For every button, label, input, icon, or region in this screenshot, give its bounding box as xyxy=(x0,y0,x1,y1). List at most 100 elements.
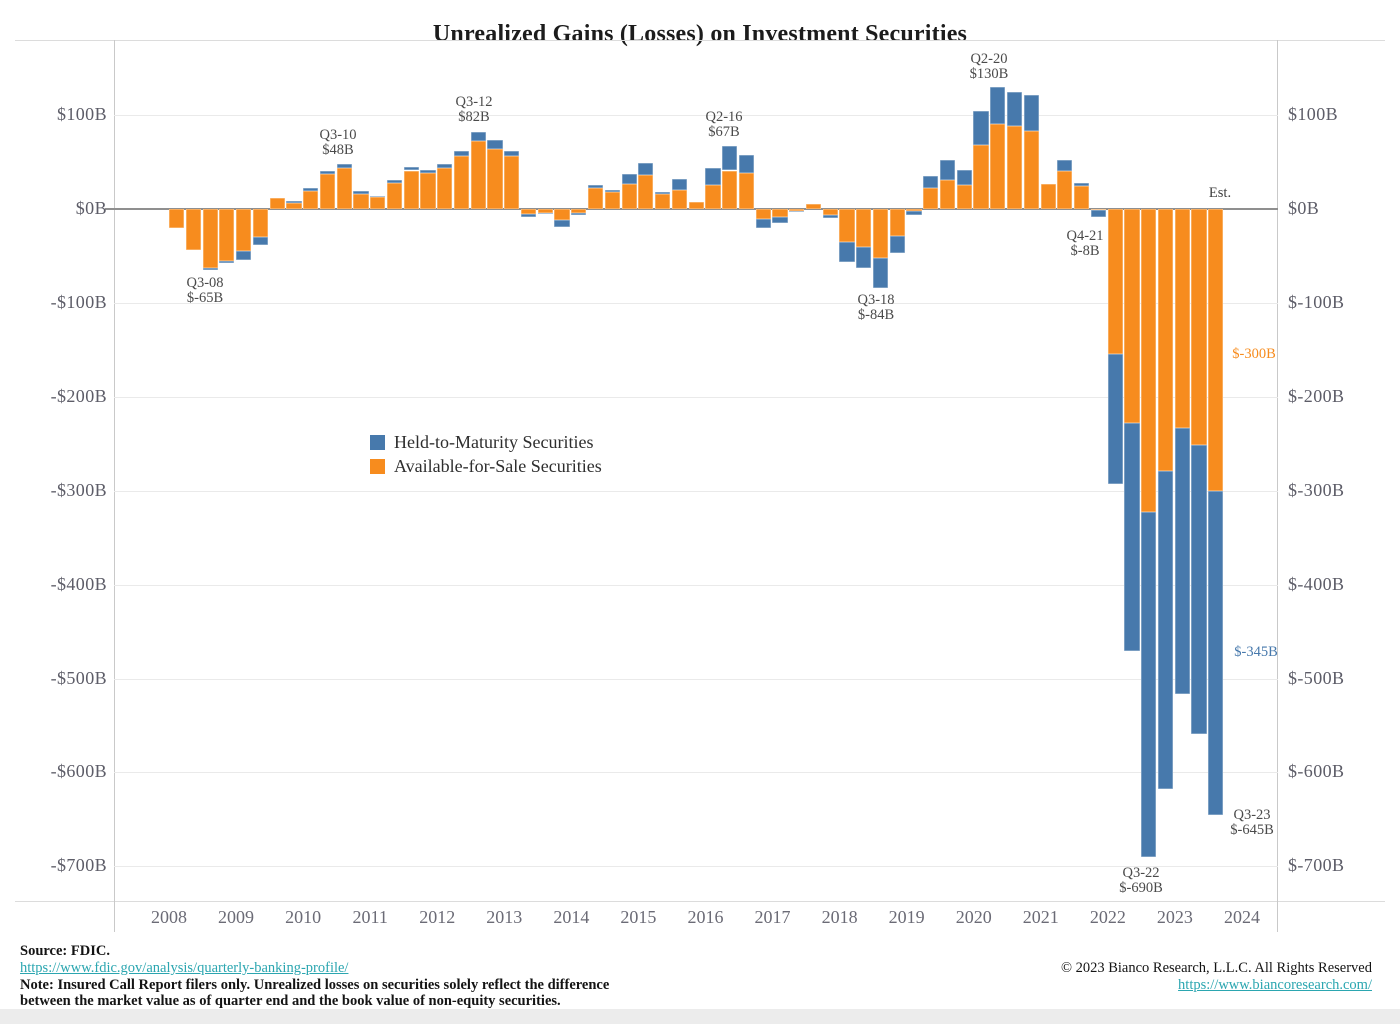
htm-bar-segment xyxy=(453,150,470,157)
x-axis-year-label: 2019 xyxy=(888,907,925,927)
afs-color-swatch-icon xyxy=(370,458,385,474)
x-axis-year-label: 2016 xyxy=(687,907,724,927)
htm-bar-segment xyxy=(437,163,453,168)
afs-bar-segment xyxy=(1040,183,1056,209)
afs-bar-segment xyxy=(520,209,537,214)
htm-bar-segment xyxy=(939,160,956,180)
y-axis-label-right: $-600B xyxy=(1288,761,1345,782)
afs-bar-segment xyxy=(772,209,788,217)
afs-bar-segment xyxy=(671,190,687,209)
htm-bar-segment xyxy=(789,210,805,212)
htm-bar-segment xyxy=(1157,470,1174,790)
chart-annotation: $-300B xyxy=(1232,346,1276,362)
zero-line xyxy=(105,208,1278,210)
htm-bar-segment xyxy=(956,169,972,185)
htm-bar-segment xyxy=(336,163,352,168)
y-axis-label-left: $0B xyxy=(75,198,107,218)
y-axis-label-right: $100B xyxy=(1288,104,1339,125)
htm-bar-segment xyxy=(839,241,855,262)
htm-bar-segment xyxy=(286,201,302,204)
htm-bar-segment xyxy=(604,190,620,193)
x-axis-year-label: 2024 xyxy=(1223,907,1260,927)
htm-bar-segment xyxy=(738,154,755,174)
x-axis-year-label: 2014 xyxy=(553,907,590,927)
htm-bar-segment xyxy=(1174,427,1190,695)
afs-bar-segment xyxy=(604,192,620,209)
afs-bar-segment xyxy=(990,123,1006,209)
htm-bar-segment xyxy=(772,216,788,224)
afs-bar-segment xyxy=(722,170,738,209)
htm-bar-segment xyxy=(705,167,721,185)
x-axis-year-label: 2015 xyxy=(620,907,657,927)
htm-bar-segment xyxy=(1074,182,1090,186)
htm-bar-segment xyxy=(856,247,872,269)
afs-bar-segment xyxy=(437,167,453,209)
y-axis-label-left: -$100B xyxy=(50,291,107,312)
plot-area xyxy=(105,40,1278,901)
afs-bar-segment xyxy=(303,191,319,209)
htm-bar-segment xyxy=(252,237,268,245)
legend-item-available-for-sale: Available-for-Sale Securities xyxy=(370,454,602,478)
y-axis-label-left: -$400B xyxy=(50,573,107,594)
afs-bar-segment xyxy=(1157,209,1174,471)
htm-bar-segment xyxy=(571,212,587,215)
htm-bar-segment xyxy=(353,191,369,194)
afs-bar-segment xyxy=(319,174,336,209)
htm-bar-segment xyxy=(822,214,838,219)
afs-bar-segment xyxy=(973,145,989,209)
afs-bar-segment xyxy=(554,209,570,221)
htm-bar-segment xyxy=(638,162,654,176)
afs-bar-segment xyxy=(185,209,201,251)
afs-bar-segment xyxy=(353,193,369,209)
afs-bar-segment xyxy=(420,173,436,209)
htm-bar-segment xyxy=(889,236,905,254)
gridline xyxy=(114,584,1278,586)
y-axis-label-left: -$700B xyxy=(50,855,107,876)
htm-bar-segment xyxy=(755,219,771,228)
htm-bar-segment xyxy=(973,111,989,146)
htm-bar-segment xyxy=(1090,209,1106,217)
htm-bar-segment xyxy=(1141,512,1157,857)
afs-bar-segment xyxy=(236,209,252,252)
htm-bar-segment xyxy=(219,260,235,264)
afs-bar-segment xyxy=(1007,126,1023,209)
htm-bar-segment xyxy=(504,150,520,157)
x-axis-year-label: 2018 xyxy=(821,907,858,927)
htm-bar-segment xyxy=(370,195,386,197)
gridline xyxy=(114,490,1278,492)
afs-bar-segment xyxy=(1208,209,1224,491)
htm-bar-segment xyxy=(923,176,939,189)
htm-bar-segment xyxy=(303,188,319,192)
gridline xyxy=(114,772,1278,774)
afs-bar-segment xyxy=(1191,209,1207,445)
afs-bar-segment xyxy=(738,173,755,209)
afs-bar-segment xyxy=(755,209,771,220)
bottom-edge-strip xyxy=(0,1009,1400,1024)
htm-bar-segment xyxy=(470,132,486,142)
y-axis-label-right: $-500B xyxy=(1288,667,1345,688)
gridline xyxy=(114,115,1278,117)
afs-bar-segment xyxy=(822,209,838,215)
chart-annotation: Q3-18 $-84B xyxy=(857,292,895,323)
htm-bar-segment xyxy=(1191,444,1207,734)
afs-bar-segment xyxy=(923,188,939,209)
y-axis-label-left: -$600B xyxy=(50,761,107,782)
htm-bar-segment xyxy=(671,178,687,191)
htm-bar-segment xyxy=(588,184,604,189)
fdic-link[interactable]: https://www.fdic.gov/analysis/quarterly-… xyxy=(20,960,349,976)
afs-bar-segment xyxy=(219,209,235,261)
bianco-research-link[interactable]: https://www.biancoresearch.com/ xyxy=(1178,977,1372,993)
x-axis-year-label: 2023 xyxy=(1156,907,1193,927)
afs-bar-segment xyxy=(202,209,218,269)
afs-bar-segment xyxy=(956,184,972,209)
afs-bar-segment xyxy=(403,170,419,209)
afs-bar-segment xyxy=(386,182,403,209)
htm-bar-segment xyxy=(872,257,889,288)
y-axis-label-right: $-700B xyxy=(1288,855,1345,876)
afs-bar-segment xyxy=(1023,131,1039,209)
y-axis-label-left: -$300B xyxy=(50,479,107,500)
htm-bar-segment xyxy=(537,212,553,214)
chart-annotation: Q3-08 $-65B xyxy=(186,275,224,306)
afs-bar-segment xyxy=(889,209,905,237)
